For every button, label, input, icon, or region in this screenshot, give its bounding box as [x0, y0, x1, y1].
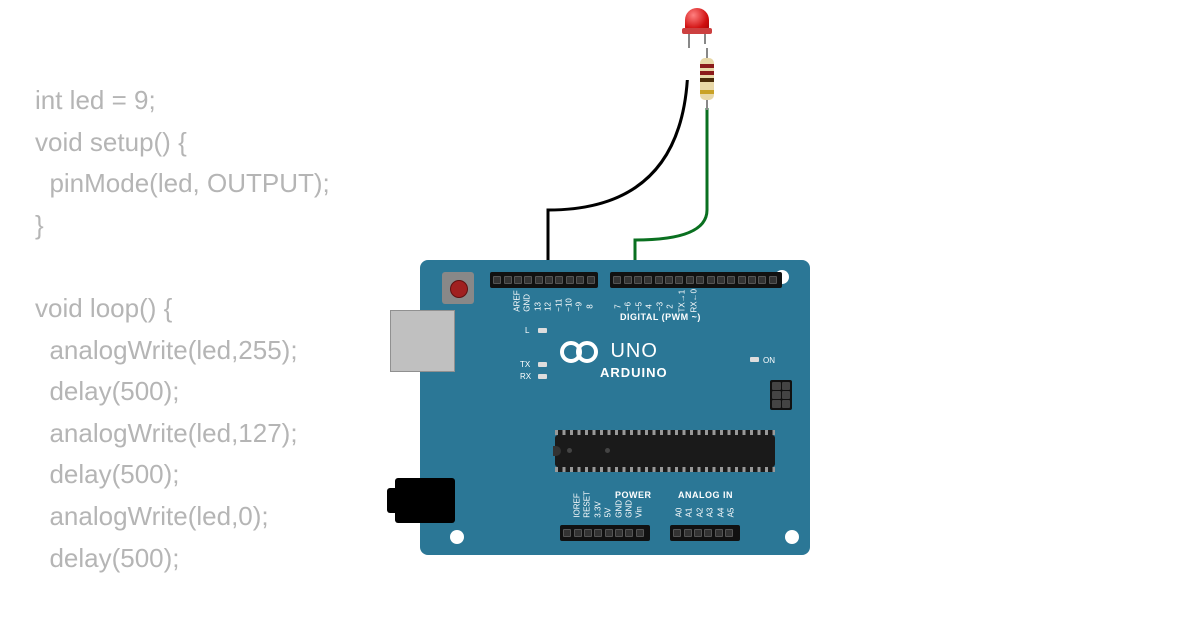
- pin-label: IOREF: [573, 507, 582, 517]
- rx-led-label: RX: [520, 372, 531, 381]
- code-line: pinMode(led, OUTPUT);: [35, 168, 330, 198]
- pin-label: ~10: [565, 301, 574, 311]
- wire-gnd: [548, 80, 688, 275]
- l-led-label: L: [525, 326, 529, 335]
- pin-label: ~5: [634, 301, 643, 311]
- code-line: void loop() {: [35, 293, 172, 323]
- infinity-icon: [576, 341, 598, 363]
- led-base: [682, 28, 712, 34]
- pin-label: A2: [695, 507, 704, 517]
- code-line: }: [35, 210, 44, 240]
- pin-label: 3.3V: [593, 507, 602, 517]
- led-anode-leg: [704, 34, 706, 44]
- power-section-label: POWER: [615, 490, 652, 500]
- resistor-band-4: [700, 90, 714, 94]
- code-line: void setup() {: [35, 127, 187, 157]
- pin-label: 8: [585, 301, 594, 311]
- circuit-diagram: AREF GND 13 12 ~11 ~10 ~9 8 7 ~6 ~5 4 ~3…: [420, 80, 850, 580]
- resistor-band-2: [700, 71, 714, 75]
- code-line: analogWrite(led,0);: [35, 501, 269, 531]
- atmega-chip-icon: [555, 435, 775, 467]
- code-line: delay(500);: [35, 459, 180, 489]
- pin-label: 12: [544, 301, 553, 311]
- led-component: [682, 8, 712, 48]
- on-led-label: ON: [763, 356, 775, 365]
- usb-port-icon: [390, 310, 455, 372]
- code-line: analogWrite(led,127);: [35, 418, 298, 448]
- code-block: int led = 9; void setup() { pinMode(led,…: [35, 80, 330, 579]
- pin-label: GND: [625, 507, 634, 517]
- power-jack-icon: [395, 478, 455, 523]
- pin-label: GND: [523, 301, 532, 311]
- pin-label: GND: [614, 507, 623, 517]
- pin-label: A4: [716, 507, 725, 517]
- l-led-icon: [538, 328, 547, 333]
- pin-label: A0: [675, 507, 684, 517]
- pin-label: 5V: [604, 507, 613, 517]
- pin-label: 13: [533, 301, 542, 311]
- code-line: int led = 9;: [35, 85, 156, 115]
- header-digital-left: [490, 272, 598, 288]
- resistor-component: [700, 50, 714, 108]
- resistor-lead-bottom: [706, 100, 708, 110]
- mount-hole-icon: [450, 530, 464, 544]
- led-cathode-leg: [688, 34, 690, 48]
- analog-section-label: ANALOG IN: [678, 490, 733, 500]
- model-label: UNO: [610, 340, 657, 362]
- pin-label: A5: [727, 507, 736, 517]
- resistor-band-3: [700, 78, 714, 82]
- pin-labels-top-left: AREF GND 13 12 ~11 ~10 ~9 8: [512, 302, 595, 311]
- arduino-board: AREF GND 13 12 ~11 ~10 ~9 8 7 ~6 ~5 4 ~3…: [420, 260, 810, 555]
- rx-led-icon: [538, 374, 547, 379]
- wire-signal: [635, 108, 707, 275]
- pin-label: TX→1: [678, 301, 687, 313]
- code-line: delay(500);: [35, 376, 180, 406]
- pin-labels-tx-rx: TX→1 RX←0: [676, 302, 700, 311]
- brand-label: ARDUINO: [600, 365, 668, 380]
- pin-label: RESET: [583, 507, 592, 517]
- pin-label: ~6: [624, 301, 633, 311]
- pin-label: 2: [666, 301, 675, 311]
- resistor-lead-top: [706, 48, 708, 58]
- reset-button-icon: [442, 272, 474, 304]
- digital-section-label: DIGITAL (PWM ~): [620, 312, 701, 322]
- code-line: delay(500);: [35, 543, 180, 573]
- code-line: analogWrite(led,255);: [35, 335, 298, 365]
- header-digital-right: [610, 272, 782, 288]
- pin-label: RX←0: [690, 301, 699, 313]
- pin-label: A3: [706, 507, 715, 517]
- header-analog: [670, 525, 740, 541]
- pin-label: ~9: [575, 301, 584, 311]
- pin-labels-top-right: 7 ~6 ~5 4 ~3 2: [613, 302, 675, 311]
- pin-label: ~3: [655, 301, 664, 311]
- pin-label: A1: [685, 507, 694, 517]
- arduino-logo: UNO ARDUINO: [560, 340, 668, 380]
- pin-labels-analog: A0 A1 A2 A3 A4 A5: [674, 508, 736, 517]
- tx-led-icon: [538, 362, 547, 367]
- on-led-icon: [750, 357, 759, 362]
- pin-label: 4: [645, 301, 654, 311]
- pin-labels-power: IOREF RESET 3.3V 5V GND GND Vin: [572, 508, 645, 517]
- pin-label: AREF: [513, 301, 522, 311]
- resistor-band-1: [700, 64, 714, 68]
- tx-led-label: TX: [520, 360, 530, 369]
- pin-label: ~11: [554, 301, 563, 311]
- pin-label: 7: [614, 301, 623, 311]
- header-power: [560, 525, 650, 541]
- resistor-body: [700, 58, 714, 100]
- icsp-header-icon: [770, 380, 792, 410]
- pin-label: Vin: [635, 507, 644, 517]
- mount-hole-icon: [785, 530, 799, 544]
